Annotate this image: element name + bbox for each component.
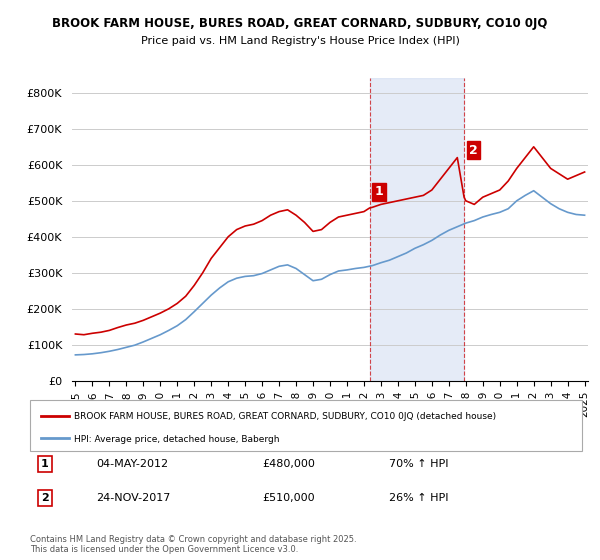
Text: 2: 2 [41,493,49,503]
FancyBboxPatch shape [30,400,582,451]
Text: £510,000: £510,000 [262,493,314,503]
Bar [370,78,464,381]
Text: BROOK FARM HOUSE, BURES ROAD, GREAT CORNARD, SUDBURY, CO10 0JQ (detached house): BROOK FARM HOUSE, BURES ROAD, GREAT CORN… [74,412,496,421]
Text: Contains HM Land Registry data © Crown copyright and database right 2025.
This d: Contains HM Land Registry data © Crown c… [30,535,356,554]
Text: 1: 1 [374,185,383,198]
Text: 2: 2 [469,144,478,157]
Text: 1: 1 [41,459,49,469]
Text: 24-NOV-2017: 24-NOV-2017 [96,493,170,503]
Text: 26% ↑ HPI: 26% ↑ HPI [389,493,448,503]
Text: £480,000: £480,000 [262,459,315,469]
Text: BROOK FARM HOUSE, BURES ROAD, GREAT CORNARD, SUDBURY, CO10 0JQ: BROOK FARM HOUSE, BURES ROAD, GREAT CORN… [52,17,548,30]
Text: 70% ↑ HPI: 70% ↑ HPI [389,459,448,469]
Text: HPI: Average price, detached house, Babergh: HPI: Average price, detached house, Babe… [74,435,280,444]
Text: 04-MAY-2012: 04-MAY-2012 [96,459,169,469]
Text: Price paid vs. HM Land Registry's House Price Index (HPI): Price paid vs. HM Land Registry's House … [140,36,460,46]
